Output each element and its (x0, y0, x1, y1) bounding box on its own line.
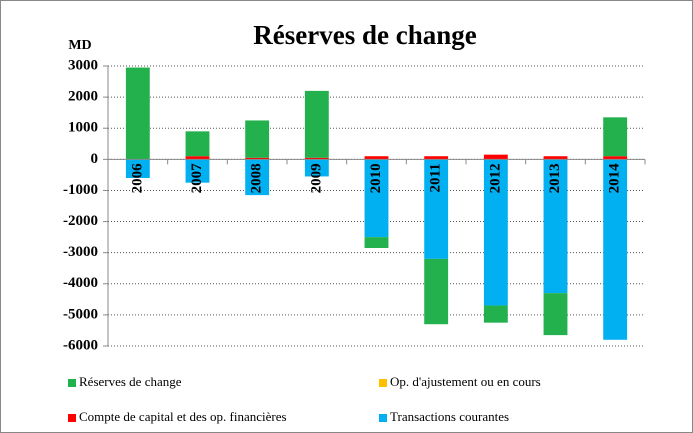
x-tick-label: 2014 (607, 163, 623, 194)
x-tick-label: 2010 (368, 163, 384, 193)
y-tick-label: 3000 (68, 57, 98, 73)
y-tick-label: -2000 (63, 213, 98, 229)
bar-segment (125, 159, 150, 178)
bar-segment (185, 156, 210, 160)
bar-segment (125, 67, 150, 160)
y-tick-label: 0 (91, 151, 99, 167)
x-tick-label: 2009 (308, 163, 324, 193)
y-tick-label: -6000 (63, 337, 98, 353)
bar-segment (424, 156, 449, 160)
y-tick-label: 1000 (68, 120, 98, 136)
bar-segment (245, 159, 270, 196)
bar-segment (603, 156, 628, 160)
x-tick-label: 2006 (129, 163, 145, 194)
x-tick-label: 2007 (189, 163, 205, 194)
chart-title: Réserves de change (253, 20, 476, 50)
x-tick-label: 2011 (428, 163, 444, 192)
legend-label: Réserves de change (79, 374, 182, 389)
bar-segment (483, 154, 508, 160)
bar-segment (364, 159, 389, 238)
legend-label: Transactions courantes (390, 409, 509, 424)
x-tick-label: 2008 (249, 163, 265, 193)
bar-segment (364, 156, 389, 160)
bar-segment (424, 159, 449, 259)
x-tick-label: 2013 (547, 163, 563, 193)
bar-segment (483, 305, 508, 323)
bar-segment (364, 237, 389, 248)
x-tick-label: 2012 (487, 163, 503, 193)
y-tick-label: -3000 (63, 244, 98, 260)
legend-swatch (379, 379, 387, 387)
legend-swatch (379, 414, 387, 422)
bar-segment (185, 131, 210, 157)
y-tick-label: 2000 (68, 89, 98, 105)
bar-segment (603, 159, 628, 340)
bar-segment (543, 156, 568, 160)
y-tick-label: -4000 (63, 275, 98, 291)
bar-segment (304, 90, 329, 158)
legend-label: Op. d'ajustement ou en cours (390, 374, 541, 389)
bar-segment (304, 159, 329, 177)
bar-segment (543, 293, 568, 336)
bar-segment (603, 117, 628, 157)
y-tick-label: -5000 (63, 306, 98, 322)
bar-segment (424, 258, 449, 325)
y-axis-label: MD (68, 38, 91, 53)
legend-label: Compte de capital et des op. financières (79, 409, 287, 424)
legend-swatch (68, 379, 76, 387)
bar-segment (245, 157, 270, 160)
bar-segment (304, 157, 329, 160)
bar-segment (483, 159, 508, 306)
bar-segment (185, 159, 210, 183)
legend-swatch (68, 414, 76, 422)
y-tick-label: -1000 (63, 182, 98, 198)
bar-segment (245, 120, 270, 158)
bar-segment (543, 159, 568, 294)
